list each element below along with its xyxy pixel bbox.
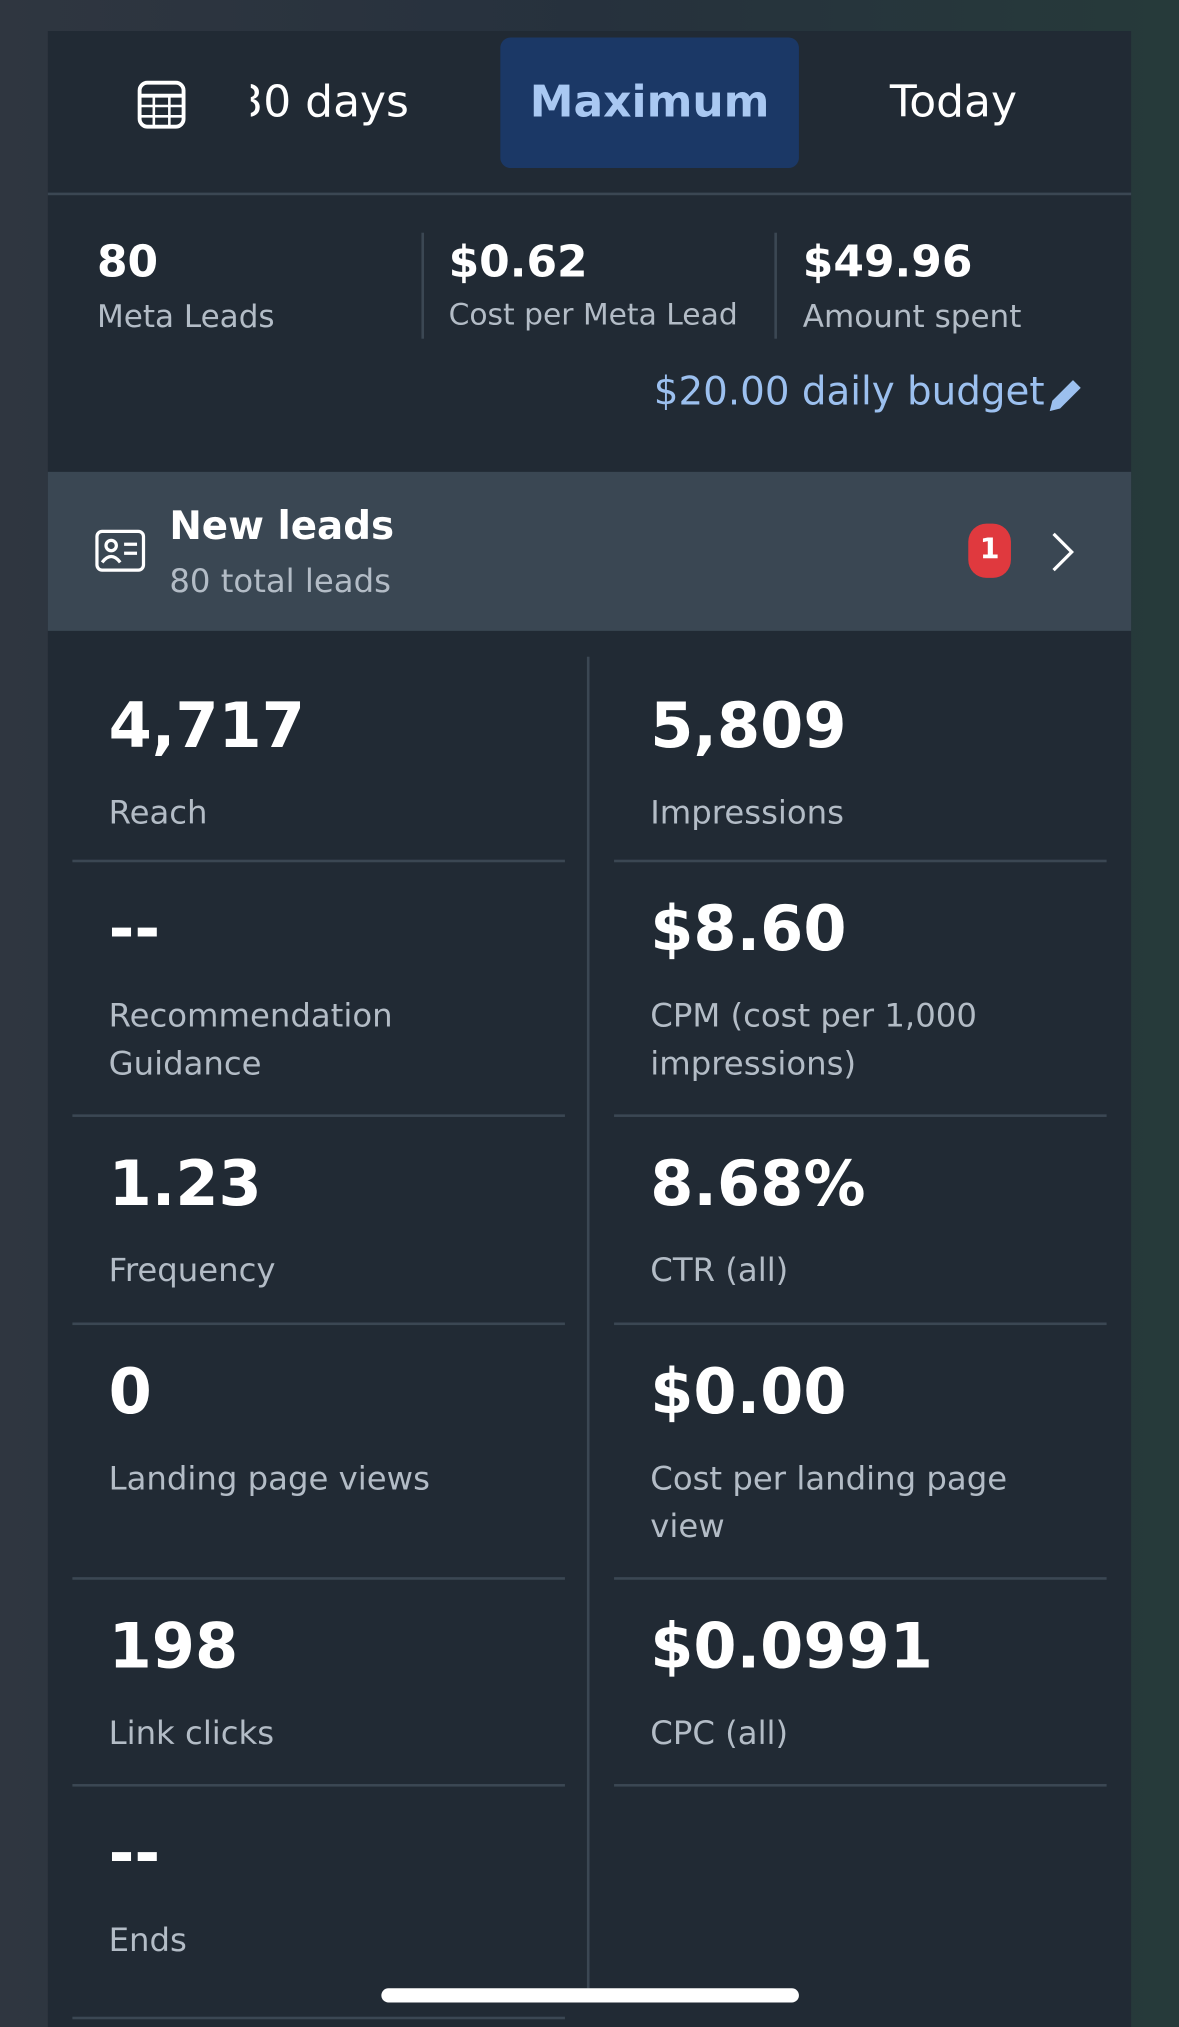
metric-value: $0.0991 — [650, 1610, 933, 1684]
metric-label: CPM (cost per 1,000 impressions) — [650, 996, 977, 1083]
metric-value: -- — [108, 1817, 161, 1891]
divider — [614, 1114, 1107, 1117]
divider — [72, 1322, 565, 1326]
metric-value: 4,717 — [108, 690, 305, 763]
leads-subtitle: 80 total leads — [169, 562, 391, 600]
summary-label: Meta Leads — [96, 298, 275, 335]
metric-value: $0.00 — [650, 1356, 847, 1429]
metric-value: 198 — [108, 1610, 239, 1684]
tab-active[interactable]: Maximum — [500, 37, 799, 169]
chevron — [1052, 532, 1074, 572]
metric-label: Ends — [108, 1921, 187, 1959]
divider — [421, 232, 425, 339]
summary-label: Cost per Meta Lead — [448, 298, 738, 333]
metric-label: Cost per landing page view — [650, 1459, 1008, 1545]
metric-value: 5,809 — [650, 690, 847, 763]
calendar-icon[interactable] — [137, 80, 186, 129]
summary-value: $49.96 — [802, 236, 973, 289]
leads-icon — [95, 529, 146, 572]
home-indicator — [381, 1988, 799, 2003]
metric-value: 0 — [108, 1356, 152, 1429]
divider — [72, 1577, 565, 1580]
divider — [614, 859, 1107, 863]
metric-value: 8.68% — [650, 1147, 866, 1221]
tab[interactable]: 30 days — [250, 76, 409, 128]
metric-value: $8.60 — [650, 893, 847, 966]
divider — [72, 2016, 565, 2020]
metric-value: -- — [108, 893, 161, 966]
summary-value: 80 — [96, 236, 159, 289]
tab[interactable]: Today — [889, 76, 1017, 128]
metric-label: Impressions — [650, 793, 845, 832]
summary-label: Amount spent — [802, 298, 1022, 335]
divider — [72, 859, 565, 863]
metric-label: Recommendation Guidance — [108, 996, 393, 1083]
divider — [614, 1577, 1107, 1580]
divider — [47, 192, 1132, 196]
badge: 1 — [968, 523, 1011, 578]
divider — [774, 232, 777, 339]
summary-value: $0.62 — [448, 236, 588, 289]
metric-label: Landing page views — [108, 1459, 430, 1498]
divider — [72, 1784, 565, 1787]
budget-link[interactable]: $20.00 daily budget — [653, 369, 1045, 415]
metric-value: 1.23 — [108, 1147, 262, 1221]
divider — [72, 1114, 565, 1117]
tab-clip: 30 days — [251, 37, 458, 168]
metric-label: Link clicks — [108, 1714, 275, 1752]
metric-label: Reach — [108, 793, 208, 832]
metric-label: CPC (all) — [650, 1714, 789, 1752]
edit-icon[interactable] — [1045, 375, 1086, 416]
metric-label: Frequency — [108, 1251, 276, 1289]
leads-title: New leads — [169, 504, 395, 550]
divider — [586, 656, 590, 1989]
metric-label: CTR (all) — [650, 1251, 789, 1289]
divider — [614, 1784, 1107, 1787]
leads-row[interactable] — [47, 471, 1132, 631]
divider — [614, 1322, 1107, 1326]
